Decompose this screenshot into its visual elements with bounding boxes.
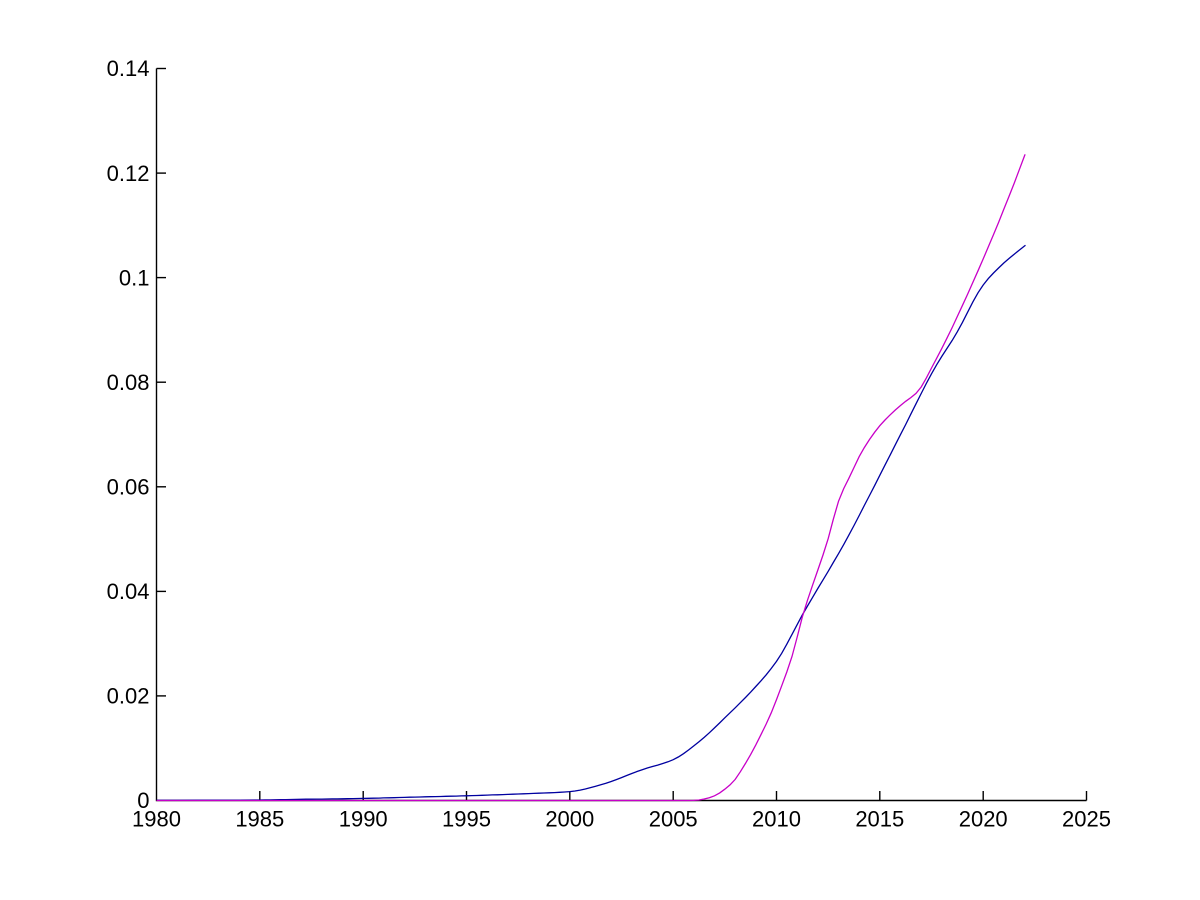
svg-text:0.04: 0.04 [107, 579, 150, 604]
svg-text:2005: 2005 [649, 807, 698, 832]
svg-text:2010: 2010 [752, 807, 801, 832]
svg-text:2015: 2015 [855, 807, 904, 832]
svg-text:0.06: 0.06 [107, 475, 150, 500]
svg-text:1990: 1990 [339, 807, 388, 832]
svg-text:0.02: 0.02 [107, 684, 150, 709]
svg-text:2000: 2000 [545, 807, 594, 832]
svg-text:1995: 1995 [442, 807, 491, 832]
svg-text:0.14: 0.14 [107, 56, 150, 81]
svg-text:2020: 2020 [959, 807, 1008, 832]
svg-text:0.12: 0.12 [107, 161, 150, 186]
svg-text:1985: 1985 [235, 807, 284, 832]
svg-text:0: 0 [137, 788, 149, 813]
svg-text:0.08: 0.08 [107, 370, 150, 395]
svg-text:1980: 1980 [132, 807, 181, 832]
svg-text:2025: 2025 [1062, 807, 1111, 832]
svg-text:0.1: 0.1 [119, 265, 150, 290]
